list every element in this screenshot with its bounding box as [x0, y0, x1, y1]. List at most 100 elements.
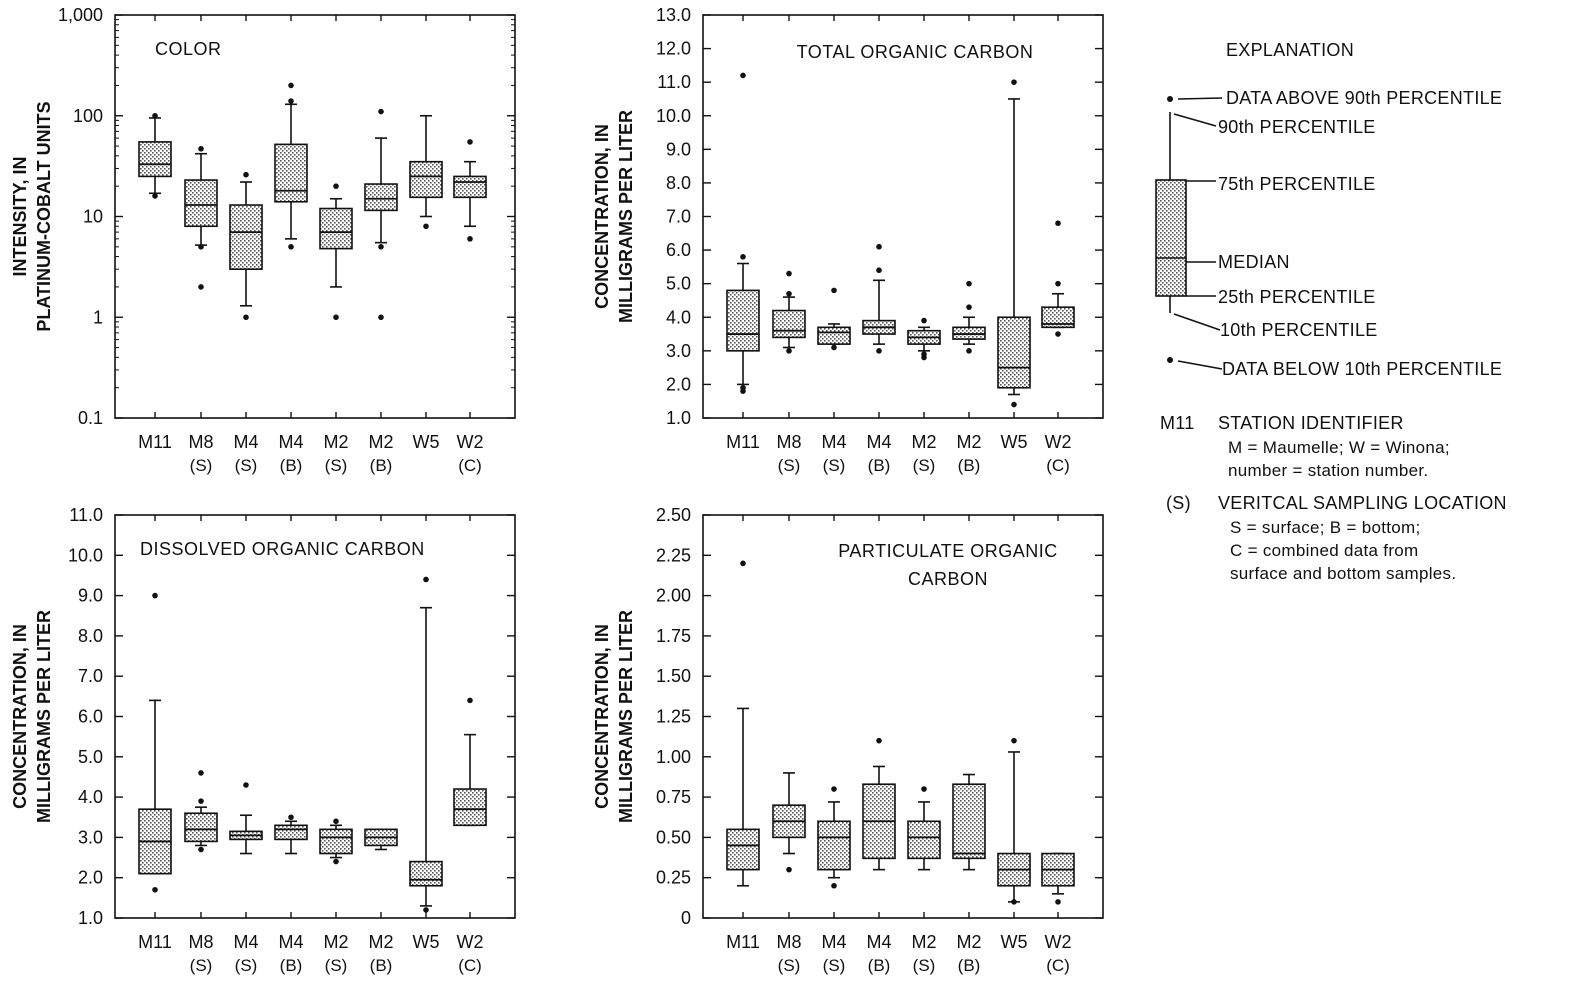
legend-label-p90: 90th PERCENTILE [1218, 117, 1376, 137]
outlier-point-poc [831, 786, 837, 792]
box-color [319, 207, 353, 250]
y-axis-label-poc: MILLIGRAMS PER LITER [616, 610, 636, 823]
x-category-label-toc: M11 [726, 432, 760, 452]
y-tick-label-doc: 5.0 [78, 747, 103, 767]
box-color [409, 160, 443, 199]
outlier-point-color [378, 108, 384, 115]
x-category-label-color: W5 [413, 432, 440, 452]
y-tick-label-color: 100 [73, 106, 103, 126]
box-poc [726, 828, 760, 871]
x-category-sublabel-toc: (C) [1046, 456, 1070, 475]
x-category-sublabel-poc: (B) [958, 956, 981, 975]
explanation-legend: EXPLANATION DATA ABOVE 90th PERCENTILE 9… [1150, 30, 1565, 630]
x-category-label-color: M4 [233, 432, 258, 452]
legend-box [1155, 179, 1187, 297]
y-tick-label-toc: 4.0 [666, 307, 691, 327]
y-tick-label-poc: 0.75 [656, 787, 691, 807]
legend-lower-outlier [1167, 357, 1173, 363]
outlier-point-poc [1011, 899, 1017, 905]
legend-label-below-10: DATA BELOW 10th PERCENTILE [1222, 359, 1503, 379]
sampling-title: VERITCAL SAMPLING LOCATION [1218, 493, 1507, 513]
y-tick-label-doc: 3.0 [78, 827, 103, 847]
outlier-point-toc [966, 348, 972, 354]
y-tick-label-doc: 11.0 [69, 505, 103, 525]
outlier-point-doc [152, 592, 158, 599]
outlier-point-toc [876, 267, 882, 274]
x-category-sublabel-toc: (B) [958, 456, 981, 475]
x-category-label-poc: W2 [1045, 932, 1072, 952]
x-category-sublabel-doc: (C) [458, 956, 482, 975]
outlier-point-toc [831, 287, 837, 294]
outlier-point-color [152, 112, 158, 119]
y-tick-label-doc: 2.0 [78, 868, 103, 888]
outlier-point-toc [786, 348, 792, 354]
outlier-point-doc [467, 697, 473, 704]
panel-title-poc: PARTICULATE ORGANIC [838, 541, 1058, 561]
y-tick-label-poc: 2.50 [656, 505, 691, 525]
x-category-sublabel-poc: (S) [823, 956, 846, 975]
x-category-label-poc: M4 [821, 932, 846, 952]
x-category-label-color: M2 [368, 432, 393, 452]
x-category-sublabel-doc: (S) [235, 956, 258, 975]
box-doc [274, 824, 308, 841]
x-category-label-color: M8 [188, 432, 213, 452]
x-category-sublabel-toc: (S) [823, 456, 846, 475]
y-tick-label-toc: 1.0 [666, 408, 691, 428]
outlier-point-toc [876, 243, 882, 250]
station-line-2: number = station number. [1228, 461, 1429, 480]
x-category-label-toc: M4 [866, 432, 891, 452]
x-category-sublabel-doc: (B) [370, 956, 393, 975]
outlier-point-poc [1011, 737, 1017, 744]
sampling-line-3: surface and bottom samples. [1230, 564, 1457, 583]
y-tick-label-color: 10 [83, 207, 103, 227]
box-toc [1041, 306, 1075, 329]
panel-title-color: COLOR [155, 39, 222, 59]
box-color [274, 143, 308, 203]
x-category-sublabel-doc: (S) [190, 956, 213, 975]
box-doc [184, 812, 218, 843]
outlier-point-color [198, 244, 204, 250]
box-toc [772, 309, 806, 339]
outlier-point-color [243, 171, 249, 178]
outlier-point-poc [740, 560, 746, 567]
box-toc [726, 289, 760, 352]
box-doc [319, 828, 353, 855]
outlier-point-poc [921, 786, 927, 792]
y-tick-label-toc: 11.0 [657, 72, 691, 92]
outlier-point-toc [740, 72, 746, 79]
x-category-label-toc: M2 [911, 432, 936, 452]
legend-label-p10: 10th PERCENTILE [1220, 320, 1378, 340]
outlier-point-toc [786, 290, 792, 297]
plot-frame-color [114, 14, 516, 419]
y-tick-label-poc: 1.25 [656, 707, 691, 727]
x-category-sublabel-poc: (S) [778, 956, 801, 975]
x-category-label-color: W2 [457, 432, 484, 452]
x-category-label-toc: M8 [776, 432, 801, 452]
outlier-point-toc [740, 253, 746, 260]
outlier-point-doc [243, 782, 249, 788]
x-category-label-doc: W2 [457, 932, 484, 952]
outlier-point-doc [288, 814, 294, 821]
x-category-label-poc: M2 [911, 932, 936, 952]
outlier-point-doc [198, 798, 204, 804]
x-category-label-color: M4 [278, 432, 303, 452]
legend-label-above-90: DATA ABOVE 90th PERCENTILE [1226, 88, 1503, 108]
x-category-sublabel-color: (S) [190, 456, 213, 475]
legend-label-p25: 25th PERCENTILE [1218, 287, 1376, 307]
y-tick-label-toc: 3.0 [666, 341, 691, 361]
outlier-point-color [333, 314, 339, 321]
y-tick-label-doc: 6.0 [78, 707, 103, 727]
outlier-point-toc [1055, 220, 1061, 227]
x-category-sublabel-doc: (S) [325, 956, 348, 975]
y-tick-label-toc: 8.0 [666, 173, 691, 193]
x-category-sublabel-poc: (C) [1046, 956, 1070, 975]
outlier-point-toc [1011, 79, 1017, 85]
outlier-point-poc [1055, 899, 1061, 905]
x-category-label-doc: M4 [233, 932, 258, 952]
x-category-sublabel-color: (B) [280, 456, 303, 475]
outlier-point-color [288, 82, 294, 89]
outlier-point-color [198, 145, 204, 152]
y-tick-label-doc: 10.0 [68, 545, 103, 565]
outlier-point-toc [966, 280, 972, 287]
